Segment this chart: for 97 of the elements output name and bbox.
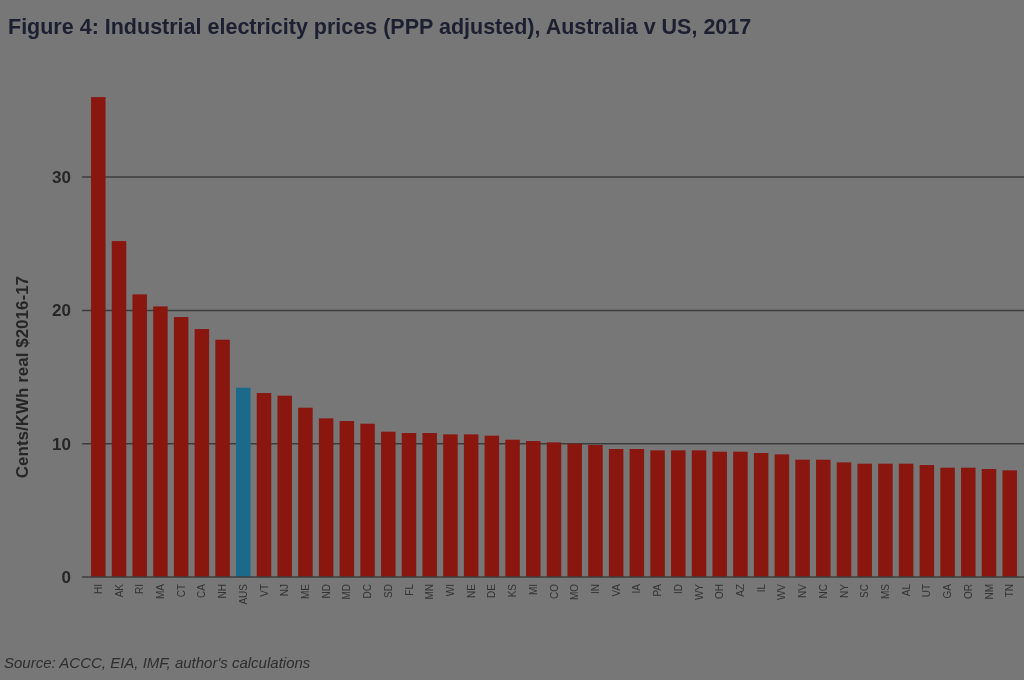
y-tick-label: 30 — [52, 168, 71, 188]
x-tick-label: FL — [403, 583, 415, 596]
bar — [567, 443, 582, 577]
x-tick-label: IA — [631, 583, 643, 594]
x-tick-label: WY — [693, 583, 705, 601]
y-tick-label: 10 — [52, 434, 71, 454]
bar — [381, 431, 396, 577]
source-note: Source: ACCC, EIA, IMF, author's calculations — [4, 654, 311, 671]
bar — [1002, 470, 1017, 577]
bar — [712, 451, 727, 577]
chart-title: Figure 4: Industrial electricity prices (PPP adjusted), Australia v US, 2017 — [8, 15, 752, 39]
x-tick-label: UT — [921, 584, 933, 598]
x-tick-label: VT — [258, 584, 270, 597]
x-tick-label: AZ — [734, 584, 746, 597]
x-tick-label: DC — [362, 584, 374, 599]
bar — [629, 449, 645, 577]
x-tick-label: MA — [154, 583, 166, 599]
bar — [961, 467, 976, 577]
x-tick-label: CO — [548, 583, 560, 599]
bar — [153, 306, 168, 577]
bar — [318, 418, 334, 577]
x-tick-label: RI — [134, 584, 146, 594]
x-tick-label: DE — [486, 583, 498, 598]
bar — [878, 463, 893, 577]
x-tick-label: NJ — [279, 584, 291, 597]
bar — [795, 459, 810, 577]
bar — [132, 294, 147, 577]
x-tick-label: NH — [217, 584, 229, 599]
x-tick-label: WI — [444, 584, 456, 597]
bar — [256, 393, 272, 577]
x-tick-label: TN — [1004, 584, 1016, 598]
x-tick-label: AK — [113, 583, 125, 598]
x-tick-label: PA — [652, 583, 664, 597]
bar — [546, 442, 562, 577]
bar — [940, 467, 955, 577]
x-tick-label: NM — [983, 584, 995, 600]
bar — [816, 459, 831, 577]
x-tick-label: MI — [527, 584, 539, 596]
x-tick-label: OR — [962, 584, 974, 599]
x-tick-label: ID — [672, 584, 684, 594]
x-tick-label: MO — [569, 583, 581, 601]
x-tick-label: CT — [175, 584, 187, 598]
bar — [339, 421, 355, 577]
bar — [194, 329, 210, 577]
bar — [236, 387, 251, 577]
bar — [608, 449, 624, 577]
bar — [733, 451, 748, 577]
bar — [173, 317, 189, 577]
bar — [981, 469, 997, 577]
y-axis-title: Cents/KWh real $2016-17 — [13, 275, 32, 479]
bar — [505, 439, 520, 577]
bar — [422, 433, 437, 577]
bar — [753, 453, 769, 577]
bar — [277, 395, 292, 577]
bar — [691, 450, 707, 577]
x-tick-label: IL — [755, 583, 767, 593]
bar — [484, 435, 500, 577]
x-tick-label: OH — [714, 584, 726, 599]
bar — [671, 450, 686, 577]
x-tick-label: AL — [900, 583, 912, 597]
y-tick-label: 20 — [52, 301, 71, 321]
bar — [526, 441, 541, 577]
y-tick-label: 0 — [61, 567, 71, 587]
x-tick-label: GA — [942, 583, 954, 599]
bar — [774, 454, 790, 577]
x-tick-label: MD — [341, 584, 353, 600]
x-tick-label: IN — [589, 584, 601, 594]
x-tick-label: AUS — [237, 583, 249, 605]
bar — [91, 97, 106, 577]
bar — [463, 434, 479, 577]
bar — [650, 450, 665, 577]
bar — [919, 465, 935, 577]
x-tick-label: MN — [424, 584, 436, 600]
x-tick-label: NC — [817, 584, 829, 599]
x-tick-label: CA — [196, 583, 208, 598]
bar — [588, 445, 603, 577]
x-tick-label: VA — [610, 583, 622, 597]
bar — [857, 463, 872, 577]
bar — [443, 434, 458, 577]
bar — [298, 407, 313, 577]
bar — [111, 241, 127, 577]
bar — [836, 462, 852, 577]
x-tick-label: MS — [879, 583, 891, 599]
bar — [360, 423, 375, 577]
x-tick-label: NV — [797, 583, 809, 598]
x-tick-label: NY — [838, 583, 850, 598]
bar — [215, 339, 230, 577]
x-tick-label: ME — [299, 583, 311, 599]
x-tick-label: ND — [320, 584, 332, 599]
bar — [401, 433, 417, 577]
x-tick-label: HI — [92, 584, 104, 594]
bar — [898, 463, 914, 577]
x-tick-label: NE — [465, 583, 477, 598]
x-tick-label: SD — [382, 584, 394, 598]
x-tick-label: SC — [859, 584, 871, 598]
x-tick-label: KS — [507, 583, 519, 598]
x-tick-label: WV — [776, 583, 788, 601]
